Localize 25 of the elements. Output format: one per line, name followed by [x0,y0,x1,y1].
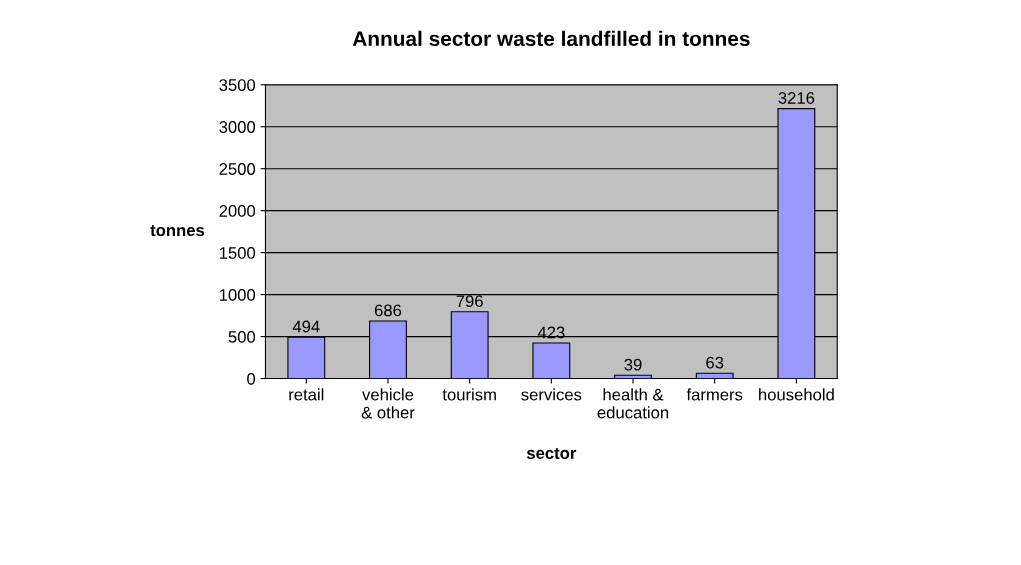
y-tick-label: 1500 [219,247,256,259]
y-tick-label: 2500 [219,163,256,175]
x-tick-label: services [521,388,582,401]
y-tick-label: 1000 [219,289,256,301]
bar [532,342,571,379]
x-tick-label: health & education [597,388,669,419]
x-axis-title: sector [526,447,577,459]
data-label: 39 [624,358,642,371]
chart-title: Annual sector waste landfilled in tonnes [352,30,750,47]
data-label: 494 [292,320,320,333]
y-tick-label: 2000 [219,205,256,217]
data-label: 63 [706,356,724,369]
y-tick-label: 500 [228,330,256,343]
y-axis-title: tonnes [150,225,205,237]
x-tick-label: household [759,388,834,401]
x-tick-label: retail [289,388,324,401]
y-tick-label: 3500 [219,79,256,91]
x-tick-label: vehicle & other [361,388,415,419]
data-label: 686 [374,304,402,317]
x-tick-label: farmers [686,388,743,401]
y-tick-label: 0 [247,372,256,385]
data-label: 3216 [778,92,815,104]
y-tick-label: 3000 [219,121,256,133]
x-tick-label: tourism [442,388,496,401]
data-label: 796 [456,295,483,308]
